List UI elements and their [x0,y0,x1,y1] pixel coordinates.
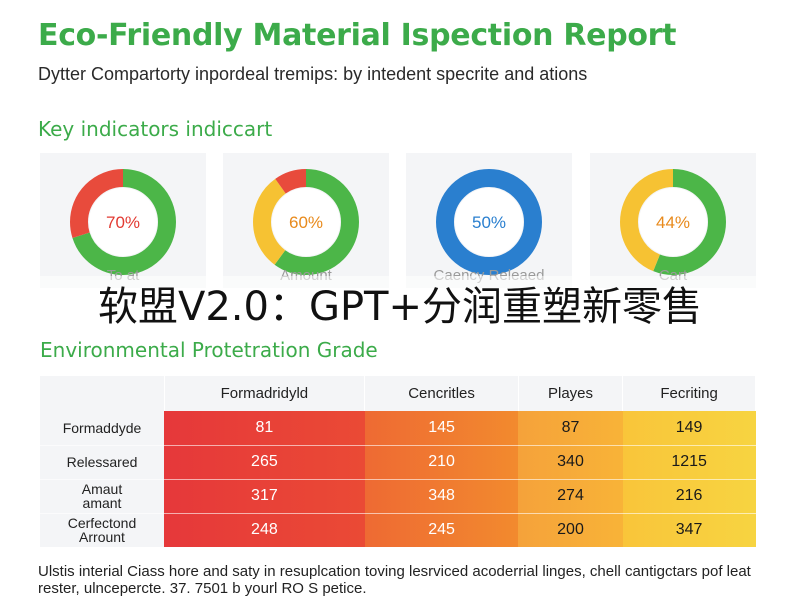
table-cell: 149 [622,411,756,446]
donut-hole [639,188,707,256]
grade-table: Formadridyld Cencritles Playes Fecriting… [40,376,756,548]
grade-heading: Environmental Protetration Grade [40,338,378,360]
table-cell: 1215 [622,445,756,480]
table-cell: 245 [364,513,519,548]
donut-chart: 44% [620,169,726,275]
donut-chart: 50% [436,169,542,275]
table-cell: 216 [622,479,756,514]
table-cell: 87 [518,411,623,446]
table-cell: 317 [164,479,365,514]
column-header: Fecriting [622,376,756,411]
donut-value-label: 50% [472,213,506,232]
table-cell: 145 [364,411,519,446]
table-cell: 348 [364,479,519,514]
indicator-card: 50% Caency Releaed [406,153,572,288]
key-indicators-heading: Key indicators indiccart [38,117,273,141]
table-corner-cell [40,376,165,411]
row-header: Relessared [40,445,164,480]
donut-value-label: 70% [106,213,140,232]
table-cell: 265 [164,445,365,480]
table-cell: 210 [364,445,519,480]
donut-segment [253,169,359,275]
column-header: Cencritles [364,376,519,411]
column-header: Playes [518,376,624,411]
indicator-cards: 70% To at 60% Amount 50% Caency Releaed … [40,153,756,288]
column-header: Formadridyld [164,376,366,411]
table-cell: 200 [518,513,623,548]
indicator-card: 60% Amount [223,153,389,288]
donut-segment [70,169,176,275]
donut-value-label: 44% [656,213,690,232]
table-cell: 347 [622,513,756,548]
table-cell: 248 [164,513,365,548]
donut-segment [253,169,359,275]
donut-segment [620,169,726,275]
table-cell: 274 [518,479,623,514]
table-header-row: Formadridyld Cencritles Playes Fecriting [40,376,756,411]
donut-hole [272,188,340,256]
indicator-card: 70% To at [40,153,206,288]
donut-value-label: 60% [289,213,323,232]
donut-chart: 70% [70,169,176,275]
report-title: Eco-Friendly Material Ispection Report [38,18,677,53]
indicator-card: 44% Cart [590,153,756,288]
donut-segment [436,169,542,275]
report-subtitle: Dytter Compartorty inpordeal tremips: by… [38,64,588,84]
table-cell: 340 [518,445,623,480]
row-header: Formaddyde [40,411,164,446]
donut-chart: 60% [253,169,359,275]
overlay-banner: 软盟V2.0：GPT+分润重塑新零售 [0,276,800,338]
table-row: Amaut amant 317 348 274 216 [40,479,756,514]
donut-hole [89,188,157,256]
donut-hole [455,188,523,256]
row-header: Cerfectond Arrount [40,513,164,548]
footnote: Ulstis interial Ciass hore and saty in r… [38,563,751,597]
table-row: Formaddyde 81 145 87 149 [40,411,756,446]
table-row: Cerfectond Arrount 248 245 200 347 [40,513,756,548]
row-header: Amaut amant [40,479,164,514]
table-cell: 81 [164,411,365,446]
table-row: Relessared 265 210 340 1215 [40,445,756,480]
